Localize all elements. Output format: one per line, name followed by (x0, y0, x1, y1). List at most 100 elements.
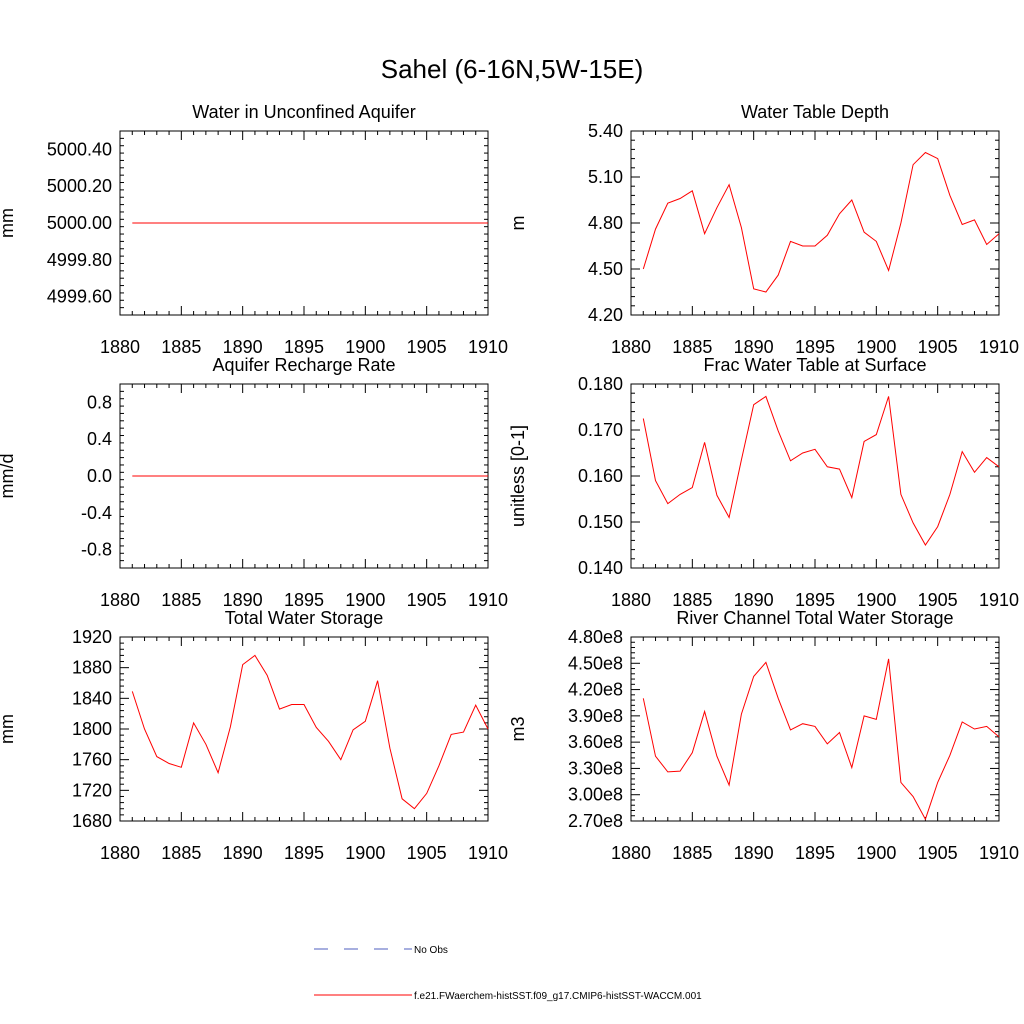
y-tick-label: 3.60e8 (568, 732, 623, 752)
y-axis-label: m3 (508, 716, 528, 741)
plot-frame (119, 636, 489, 822)
x-tick-label: 1890 (734, 337, 774, 357)
chart-panel-3: Aquifer Recharge Rate mm/d 1880 1885 1890 189… (0, 355, 508, 610)
x-tick-label: 1880 (611, 337, 651, 357)
series-line-1 (131, 654, 489, 810)
panel-title: Water Table Depth (741, 102, 889, 122)
legend-label-no-obs: No Obs (414, 945, 448, 956)
x-tick-label: 1885 (161, 843, 201, 863)
x-tick-label: 1885 (672, 590, 712, 610)
y-tick-label: 4.50 (588, 259, 623, 279)
y-tick-label: 3.30e8 (568, 758, 623, 778)
x-tick-label: 1900 (856, 590, 896, 610)
x-tick-label: 1895 (284, 337, 324, 357)
series-line-1 (642, 395, 1000, 546)
y-tick-label: 1880 (72, 658, 112, 678)
x-tick-label: 1890 (223, 337, 263, 357)
y-tick-label: 4.50e8 (568, 653, 623, 673)
x-tick-label: 1895 (284, 590, 324, 610)
y-tick-label: 0.170 (578, 420, 623, 440)
y-axis-label: unitless [0-1] (508, 425, 528, 527)
x-tick-label: 1890 (223, 843, 263, 863)
x-tick-label: 1885 (161, 590, 201, 610)
y-tick-label: 1800 (72, 719, 112, 739)
y-tick-label: -0.8 (81, 540, 112, 560)
chart-panel-4: Frac Water Table at Surface unitless [0-1… (508, 355, 1019, 610)
x-tick-label: 1905 (918, 337, 958, 357)
y-axis-label: mm (0, 714, 17, 744)
x-tick-label: 1880 (100, 590, 140, 610)
x-tick-label: 1905 (407, 337, 447, 357)
plot-frame (630, 636, 1000, 822)
y-tick-label: 1680 (72, 811, 112, 831)
x-tick-label: 1880 (611, 843, 651, 863)
legend-label-model: f.e21.FWaerchem-histSST.f09_g17.CMIP6-hi… (414, 991, 702, 1002)
x-tick-label: 1895 (284, 843, 324, 863)
y-tick-label: 4999.80 (47, 250, 112, 270)
x-tick-label: 1905 (918, 843, 958, 863)
x-tick-label: 1895 (795, 843, 835, 863)
y-tick-label: 1840 (72, 688, 112, 708)
legend: No Obs f.e21.FWaerchem-histSST.f09_g17.C… (314, 945, 702, 1002)
y-tick-label: 0.0 (87, 466, 112, 486)
y-tick-label: 5000.00 (47, 213, 112, 233)
panel-title: Aquifer Recharge Rate (212, 355, 395, 375)
y-tick-label: 4.80e8 (568, 627, 623, 647)
x-tick-label: 1910 (979, 590, 1019, 610)
y-tick-label: 1760 (72, 750, 112, 770)
y-tick-label: 4.20e8 (568, 680, 623, 700)
chart-panel-6: River Channel Total Water Storage m3 1880 1… (508, 608, 1019, 863)
panel-title: Frac Water Table at Surface (703, 355, 926, 375)
x-tick-label: 1900 (345, 843, 385, 863)
y-axis-label: m (508, 216, 528, 231)
y-tick-label: 5000.40 (47, 139, 112, 159)
y-tick-label: 0.140 (578, 558, 623, 578)
y-tick-label: 0.8 (87, 392, 112, 412)
y-tick-label: 0.150 (578, 512, 623, 532)
x-tick-label: 1910 (468, 337, 508, 357)
x-tick-label: 1910 (468, 843, 508, 863)
panel-title: Total Water Storage (225, 608, 383, 628)
y-tick-label: 3.00e8 (568, 785, 623, 805)
plot-frame (630, 383, 1000, 569)
panel-title: River Channel Total Water Storage (676, 608, 953, 628)
x-tick-label: 1905 (918, 590, 958, 610)
figure-title: Sahel (6-16N,5W-15E) (380, 54, 644, 84)
x-tick-label: 1880 (100, 337, 140, 357)
x-tick-label: 1910 (979, 337, 1019, 357)
x-tick-label: 1895 (795, 337, 835, 357)
x-tick-label: 1900 (856, 337, 896, 357)
y-tick-label: 1920 (72, 627, 112, 647)
x-tick-label: 1905 (407, 590, 447, 610)
x-tick-label: 1895 (795, 590, 835, 610)
x-tick-label: 1880 (100, 843, 140, 863)
x-tick-label: 1880 (611, 590, 651, 610)
x-tick-label: 1905 (407, 843, 447, 863)
y-tick-label: 4.20 (588, 305, 623, 325)
y-axis-label: mm/d (0, 454, 17, 499)
chart-panel-1: Water in Unconfined Aquifer mm 1880 1885 189… (0, 102, 508, 357)
panels-group: Water in Unconfined Aquifer mm 1880 1885 189… (0, 102, 1019, 863)
x-tick-label: 1885 (672, 337, 712, 357)
chart-panel-2: Water Table Depth m 1880 1885 1890 1895 1900 19… (508, 102, 1019, 357)
y-tick-label: 5.40 (588, 121, 623, 141)
y-tick-label: -0.4 (81, 503, 112, 523)
plot-frame (630, 130, 1000, 316)
y-tick-label: 4999.60 (47, 287, 112, 307)
x-tick-label: 1900 (345, 337, 385, 357)
series-line-1 (642, 658, 1000, 821)
y-tick-label: 5.10 (588, 167, 623, 187)
y-tick-label: 3.90e8 (568, 706, 623, 726)
x-tick-label: 1900 (345, 590, 385, 610)
y-axis-label: mm (0, 208, 17, 238)
x-tick-label: 1910 (979, 843, 1019, 863)
series-line-1 (642, 151, 1000, 293)
chart-panel-5: Total Water Storage mm 1880 1885 1890 1895 190… (0, 608, 508, 863)
y-tick-label: 4.80 (588, 213, 623, 233)
y-tick-label: 0.160 (578, 466, 623, 486)
x-tick-label: 1910 (468, 590, 508, 610)
x-tick-label: 1900 (856, 843, 896, 863)
y-tick-label: 0.4 (87, 429, 112, 449)
y-tick-label: 2.70e8 (568, 811, 623, 831)
